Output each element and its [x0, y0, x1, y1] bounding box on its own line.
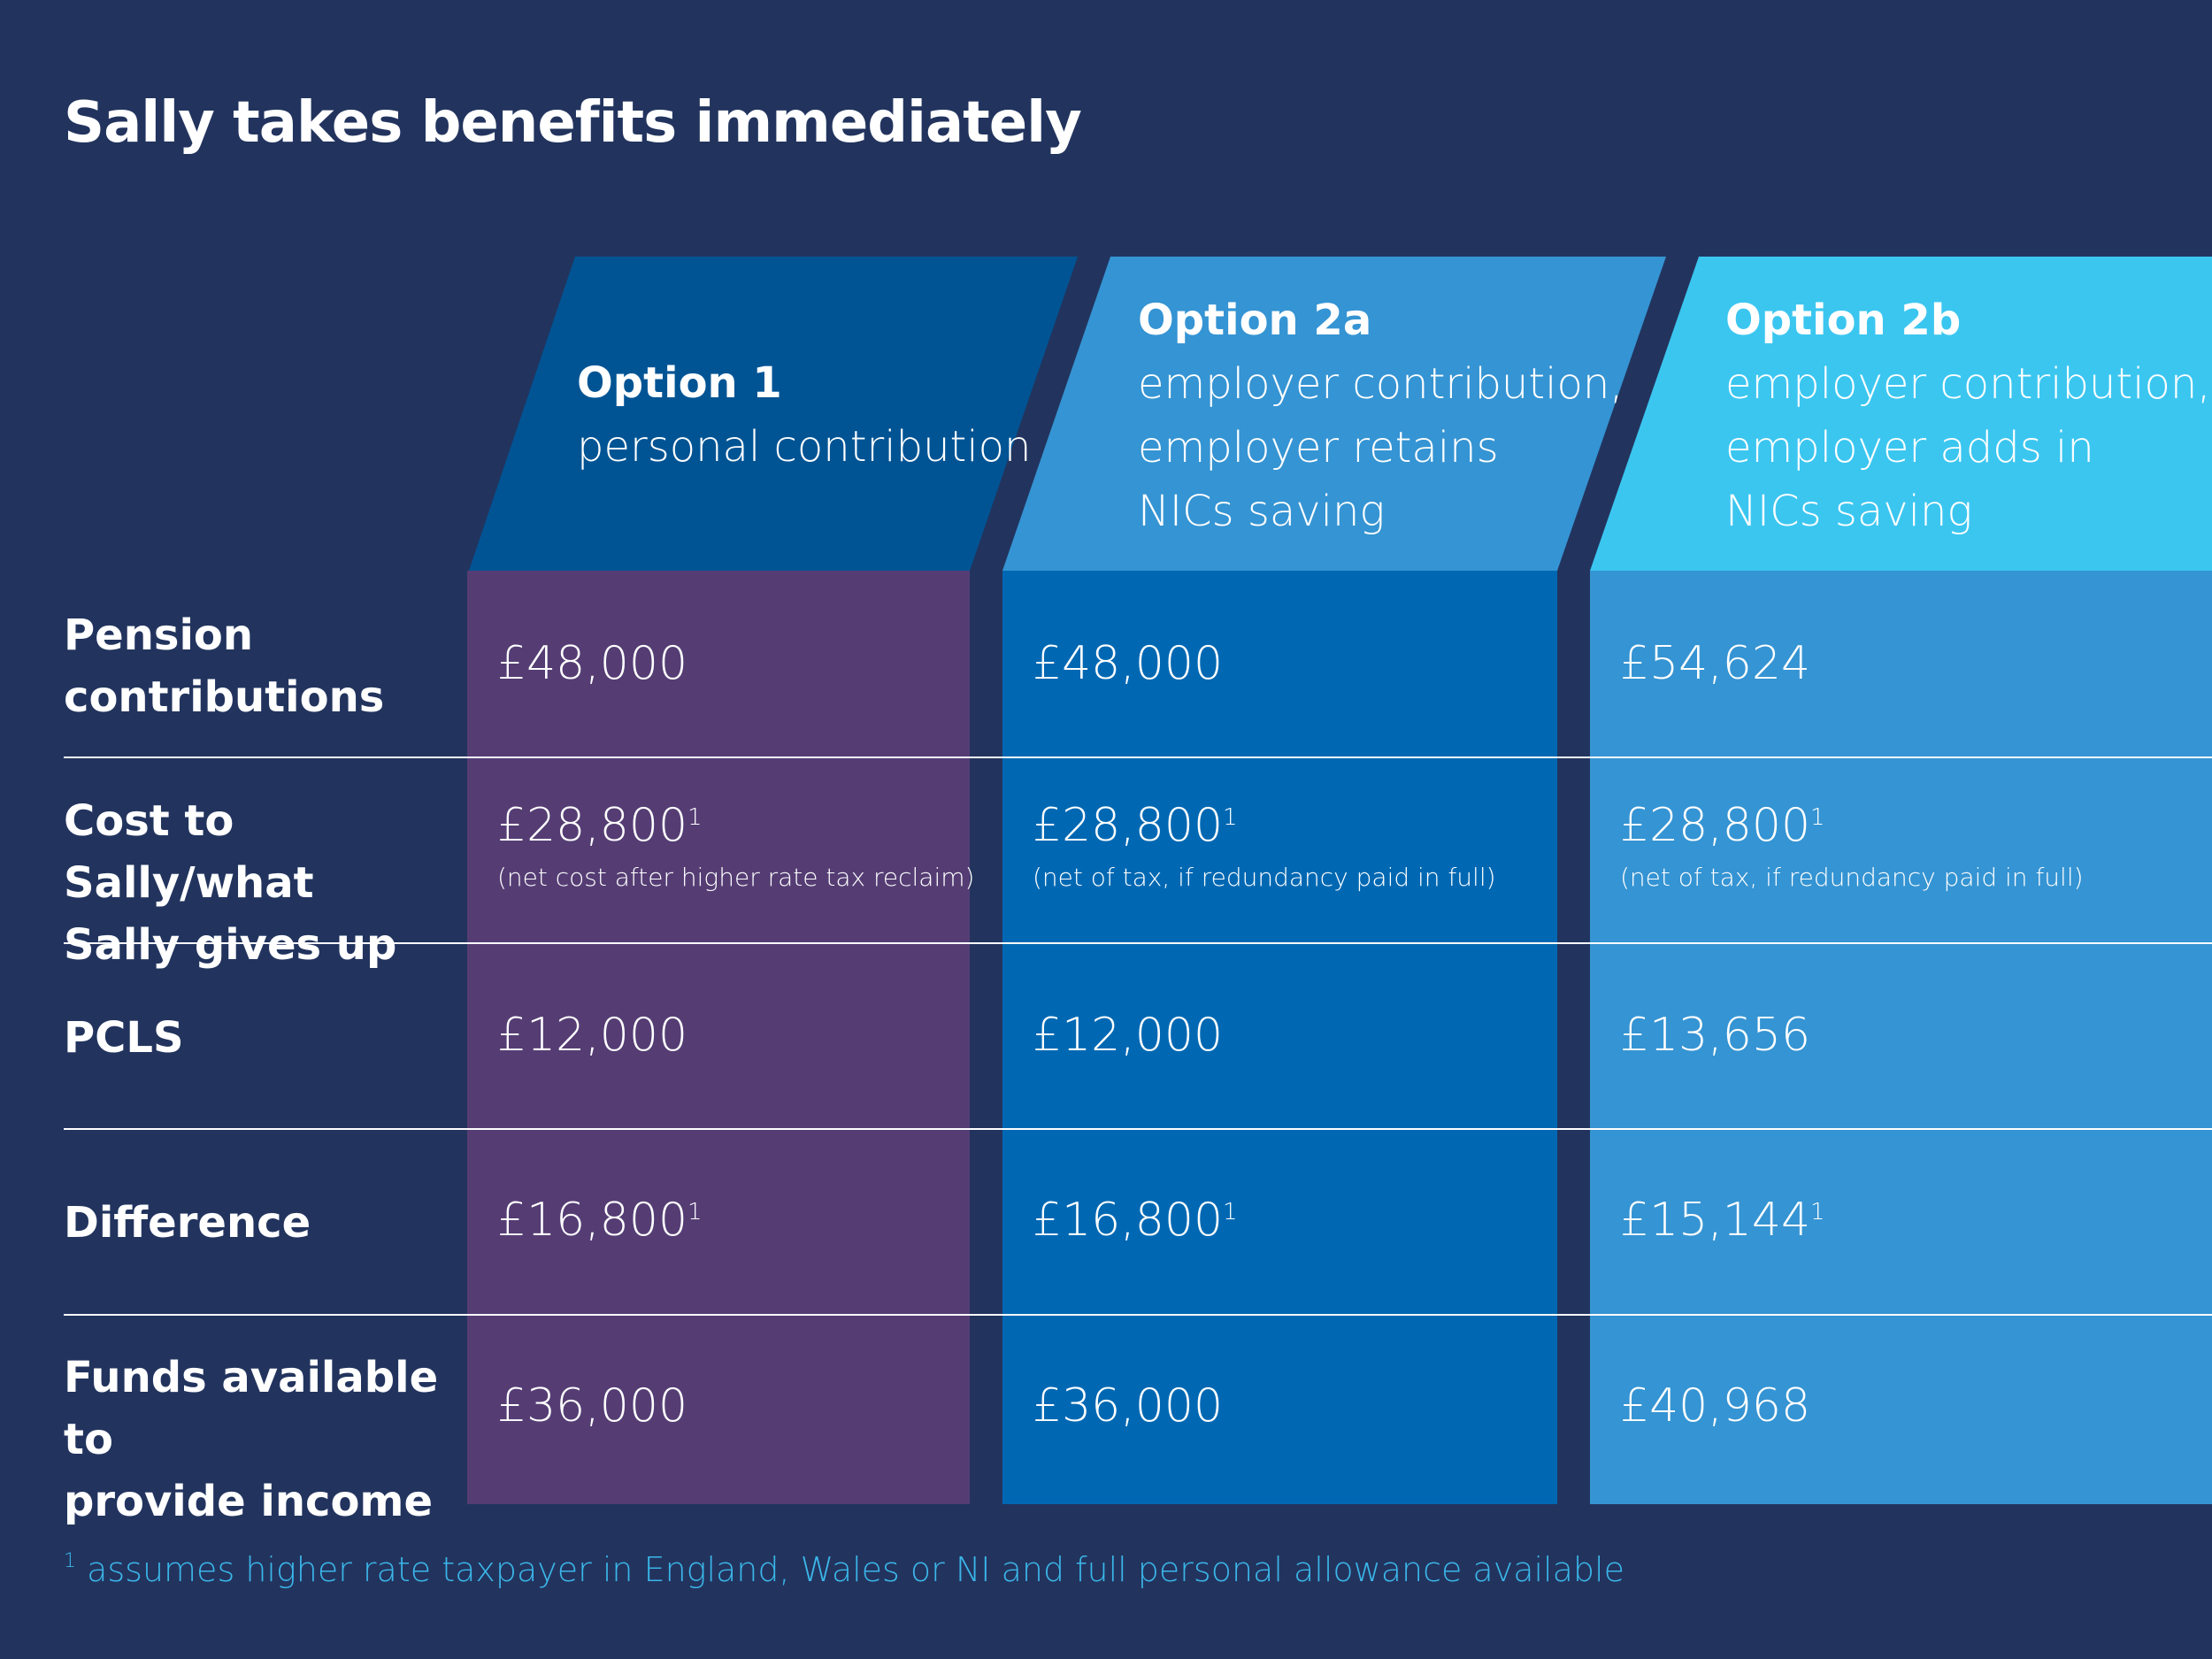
- option2a-body: [1002, 571, 1557, 1504]
- cell-cost-option2a: £28,8001 (net of tax, if redundancy paid…: [1033, 799, 1496, 892]
- cell-value: £12,000: [497, 1009, 688, 1062]
- cell-value: £13,656: [1620, 1009, 1811, 1062]
- cell-value: £48,000: [497, 637, 688, 690]
- row-label-pcls: PCLS: [64, 1013, 184, 1063]
- cell-value: £28,8001: [497, 799, 703, 852]
- option-description: NICs saving: [1138, 487, 1386, 536]
- column-header-option2b: Option 2b employer contribution, employe…: [1725, 288, 2211, 543]
- page-title: Sally takes benefits immediately: [64, 90, 1082, 156]
- cell-value: £36,000: [1033, 1379, 1224, 1432]
- option-description: employer contribution,: [1725, 359, 2211, 409]
- cell-pension-option2a: £48,000: [1033, 637, 1223, 690]
- option-label: Option 1: [577, 358, 782, 408]
- option2a-header-shape: [1002, 257, 1666, 571]
- footnote-marker: 1: [64, 1550, 76, 1572]
- cell-pcls-option1: £12,000: [497, 1009, 687, 1062]
- option-label: Option 2b: [1725, 296, 1962, 345]
- option-description: personal contribution: [577, 422, 1032, 472]
- cell-value: £28,8001: [1033, 799, 1238, 852]
- option2b-header-shape: [1590, 257, 2212, 571]
- row-label-difference: Difference: [64, 1198, 311, 1248]
- option-description: employer contribution,: [1138, 359, 1624, 409]
- footnote-text: assumes higher rate taxpayer in England,…: [76, 1550, 1624, 1589]
- option-description: employer retains: [1138, 423, 1499, 472]
- cell-pension-option1: £48,000: [497, 637, 687, 690]
- option-description: NICs saving: [1725, 487, 1973, 536]
- option2b-body: [1590, 571, 2212, 1504]
- cell-funds-option2a: £36,000: [1033, 1379, 1223, 1432]
- cell-value: £40,968: [1620, 1379, 1811, 1432]
- cell-value: £12,000: [1033, 1009, 1224, 1062]
- column-header-option1: Option 1 personal contribution: [577, 351, 1031, 479]
- option-label: Option 2a: [1138, 296, 1372, 345]
- footnote: 1 assumes higher rate taxpayer in Englan…: [64, 1550, 1624, 1589]
- cell-note: (net cost after higher rate tax reclaim): [497, 863, 975, 892]
- row-label-pension-contributions: Pension contributions: [64, 611, 385, 722]
- cell-funds-option1: £36,000: [497, 1379, 687, 1432]
- cell-funds-option2b: £40,968: [1620, 1379, 1810, 1432]
- cell-value: £16,8001: [497, 1194, 703, 1247]
- cell-difference-option1: £16,8001: [497, 1194, 703, 1247]
- cell-value: £48,000: [1033, 637, 1224, 690]
- cell-pcls-option2b: £13,656: [1620, 1009, 1810, 1062]
- row-label-cost-to-sally: Cost to Sally/what Sally gives up: [64, 796, 397, 970]
- option-description: employer adds in: [1725, 423, 2094, 472]
- cell-difference-option2b: £15,1441: [1620, 1194, 1825, 1247]
- cell-value: £15,1441: [1620, 1194, 1825, 1247]
- cell-value: £54,624: [1620, 637, 1811, 690]
- column-header-option2a: Option 2a employer contribution, employe…: [1138, 288, 1624, 543]
- cell-pcls-option2a: £12,000: [1033, 1009, 1223, 1062]
- cell-value: £16,8001: [1033, 1194, 1238, 1247]
- cell-note: (net of tax, if redundancy paid in full): [1620, 863, 2084, 892]
- row-label-funds-available: Funds available to provide income: [64, 1353, 439, 1526]
- cell-note: (net of tax, if redundancy paid in full): [1033, 863, 1496, 892]
- cell-value: £28,8001: [1620, 799, 1825, 852]
- row-dividers: [64, 757, 2212, 1316]
- cell-value: £36,000: [497, 1379, 688, 1432]
- cell-cost-option1: £28,8001 (net cost after higher rate tax…: [497, 799, 974, 892]
- cell-difference-option2a: £16,8001: [1033, 1194, 1238, 1247]
- cell-cost-option2b: £28,8001 (net of tax, if redundancy paid…: [1620, 799, 2084, 892]
- option1-body: [467, 571, 970, 1504]
- option1-header-shape: [469, 257, 1078, 571]
- cell-pension-option2b: £54,624: [1620, 637, 1810, 690]
